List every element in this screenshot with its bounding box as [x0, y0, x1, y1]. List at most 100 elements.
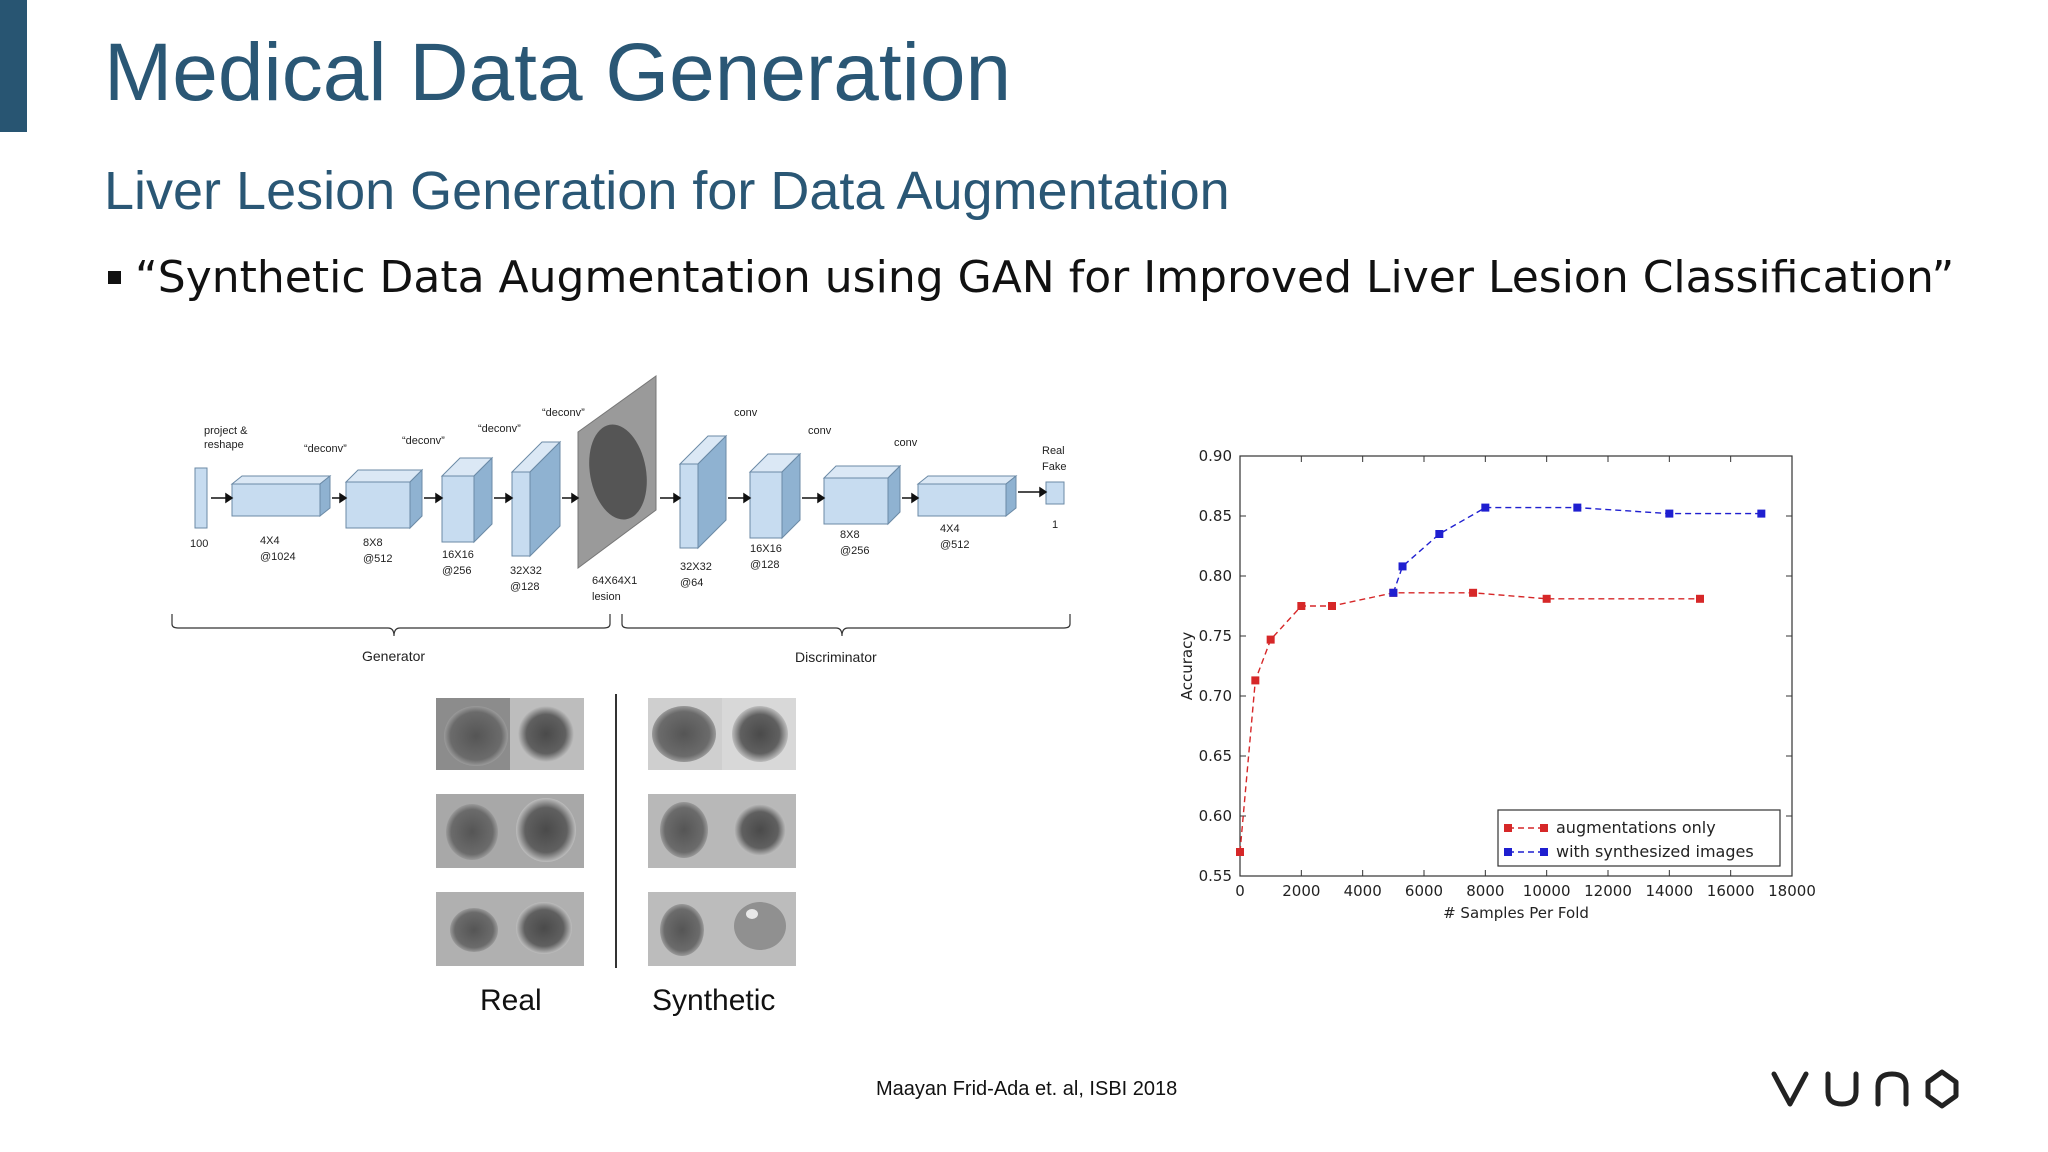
gen-size-2a: 8X8 — [363, 537, 383, 549]
legend-label: augmentations only — [1556, 818, 1716, 837]
slide-subtitle: Liver Lesion Generation for Data Augment… — [104, 161, 1230, 221]
legend-box — [1497, 809, 1781, 867]
discriminator-label: Discriminator — [795, 649, 877, 665]
real-sample-1 — [436, 698, 584, 770]
disc-size-2b: @128 — [750, 559, 780, 571]
series-2-point — [1757, 509, 1766, 518]
y-tick-label: 0.85 — [1199, 507, 1232, 525]
project-label-2: reshape — [204, 439, 244, 451]
series-1-point — [1236, 848, 1244, 856]
gen-size-3a: 16X16 — [442, 549, 474, 561]
bullet-square-icon — [108, 270, 121, 284]
series-1-point — [1696, 594, 1704, 603]
output-real: Real — [1042, 445, 1065, 457]
disc-block-4 — [916, 474, 1018, 518]
output-size: 1 — [1052, 519, 1058, 531]
x-tick-label: 18000 — [1768, 882, 1816, 900]
legend-label: with synthesized images — [1556, 842, 1754, 861]
series-1-point — [1266, 635, 1275, 644]
disc-size-1b: @64 — [680, 577, 703, 589]
legend-swatch-marker — [1504, 848, 1512, 856]
x-tick-label: 4000 — [1344, 882, 1382, 900]
y-tick-label: 0.55 — [1199, 867, 1232, 885]
generator-label: Generator — [362, 648, 426, 664]
disc-op-1: conv — [734, 407, 758, 419]
series-2-point — [1573, 503, 1582, 512]
flow-arrows — [211, 486, 1048, 504]
gen-size-4a: 32X32 — [510, 565, 542, 577]
y-tick-label: 0.90 — [1199, 447, 1232, 465]
x-tick-label: 0 — [1235, 882, 1245, 900]
disc-size-3a: 8X8 — [840, 529, 860, 541]
plot-frame — [1239, 455, 1793, 877]
slide-title: Medical Data Generation — [104, 27, 1012, 118]
gan-architecture-diagram: 100 project & reshape — [160, 372, 1080, 682]
accuracy-chart: 0 2000 4000 6000 8000 10000 12000 14000 16000 180… — [1170, 440, 1850, 940]
y-tick-label: 0.80 — [1199, 567, 1232, 585]
series-2-point — [1665, 509, 1674, 518]
x-tick-label: 14000 — [1645, 882, 1693, 900]
gen-block-2 — [344, 468, 424, 530]
y-tick-label: 0.65 — [1199, 747, 1232, 765]
output-fake: Fake — [1042, 461, 1066, 473]
project-label-1: project & — [204, 425, 248, 437]
real-caption: Real — [480, 984, 542, 1017]
output-node — [1045, 481, 1065, 505]
gen-size-1b: @1024 — [260, 551, 296, 563]
series-1-point — [1297, 602, 1306, 610]
gen-size-2b: @512 — [363, 553, 393, 565]
gen-block-4 — [510, 440, 562, 558]
input-label: 100 — [190, 538, 208, 550]
series-1-point — [1542, 594, 1551, 603]
x-tick-label: 16000 — [1707, 882, 1755, 900]
real-sample-3 — [436, 892, 584, 966]
accent-bar — [0, 0, 27, 132]
disc-size-4a: 4X4 — [940, 523, 960, 535]
disc-size-1a: 32X32 — [680, 561, 712, 573]
vuno-logo — [1771, 1069, 1959, 1109]
x-tick-label: 10000 — [1523, 882, 1571, 900]
gen-size-1a: 4X4 — [260, 535, 280, 547]
synthetic-sample-1 — [648, 698, 796, 770]
input-vector — [194, 467, 208, 529]
generator-brace — [171, 614, 611, 637]
y-tick-label: 0.75 — [1199, 627, 1232, 645]
y-axis-label: Accuracy — [1178, 632, 1196, 701]
disc-block-3 — [822, 464, 902, 526]
legend-swatch-marker — [1540, 848, 1548, 856]
bullet-item: “Synthetic Data Augmentation using GAN f… — [108, 252, 1954, 303]
gen-block-1 — [230, 474, 332, 518]
series-2-point — [1389, 588, 1398, 597]
gen-op-4: “deconv” — [542, 407, 585, 419]
disc-op-3: conv — [894, 437, 918, 449]
synthetic-sample-2 — [648, 794, 796, 868]
lesion-label-a: 64X64X1 — [592, 575, 637, 587]
disc-size-2a: 16X16 — [750, 543, 782, 555]
legend-swatch-marker — [1504, 824, 1512, 832]
x-axis-label: # Samples Per Fold — [1443, 904, 1589, 922]
gen-block-3 — [440, 456, 494, 544]
gen-op-3: “deconv” — [478, 423, 521, 435]
y-tick-label: 0.60 — [1199, 807, 1232, 825]
disc-block-1 — [678, 434, 728, 550]
disc-size-4b: @512 — [940, 539, 970, 551]
series-1-point — [1469, 588, 1478, 597]
discriminator-brace — [621, 614, 1071, 637]
gen-size-3b: @256 — [442, 565, 472, 577]
series-2-point — [1398, 562, 1407, 571]
series-1-point — [1328, 602, 1336, 610]
y-tick-label: 0.70 — [1199, 687, 1232, 705]
series-2-point — [1481, 503, 1490, 512]
x-tick-label: 8000 — [1466, 882, 1504, 900]
x-tick-label: 12000 — [1584, 882, 1632, 900]
citation: Maayan Frid-Ada et. al, ISBI 2018 — [876, 1078, 1178, 1100]
lesion-image — [577, 375, 657, 569]
gen-op-2: “deconv” — [402, 435, 445, 447]
lesion-label-b: lesion — [592, 591, 621, 603]
sample-images-grid — [430, 690, 810, 970]
bullet-text: “Synthetic Data Augmentation using GAN f… — [135, 252, 1955, 303]
disc-size-3b: @256 — [840, 545, 870, 557]
series-2-point — [1435, 530, 1444, 538]
disc-block-2 — [748, 452, 802, 540]
synthetic-sample-3 — [648, 892, 796, 966]
